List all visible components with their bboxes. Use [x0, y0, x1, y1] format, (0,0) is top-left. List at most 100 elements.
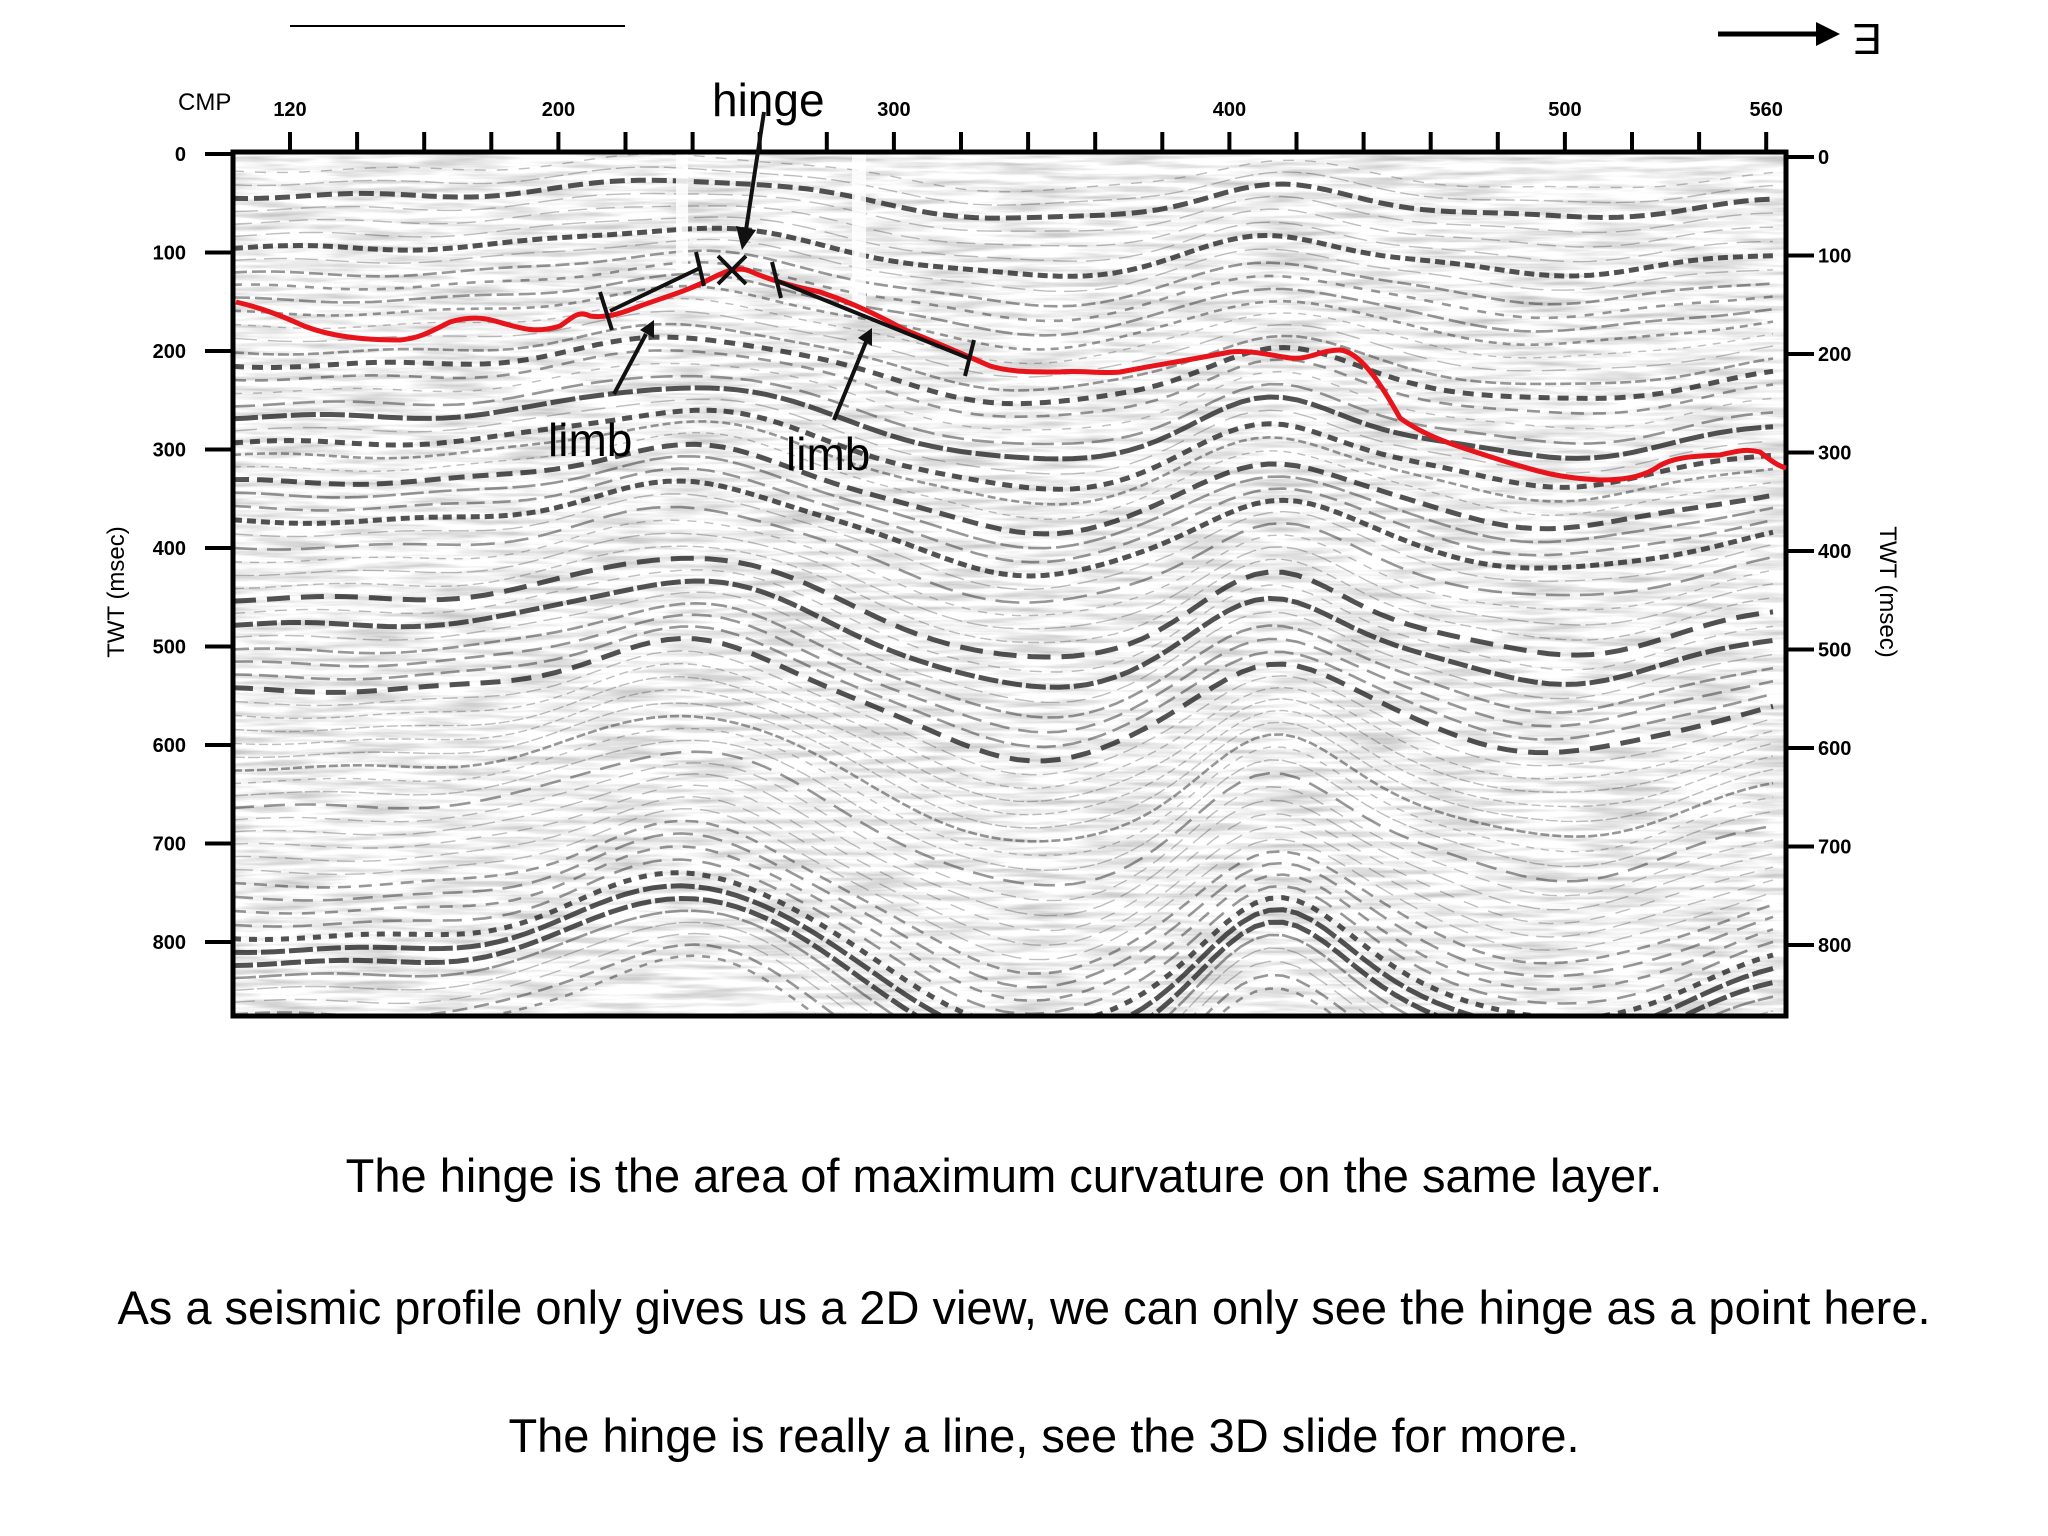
limb-left-arrow-icon — [612, 320, 654, 395]
seismic-reflector — [233, 362, 1774, 431]
twt-left-tick-label: 400 — [153, 538, 186, 560]
twt-right-tick-label: 800 — [1818, 935, 1851, 957]
seismic-reflector — [233, 773, 1774, 917]
seismic-reflector — [233, 932, 1370, 1016]
seismic-reflector — [233, 635, 1774, 764]
seismic-reflector — [233, 727, 1774, 857]
seismic-reflector — [233, 431, 1774, 521]
twt-left-tick-label: 700 — [153, 834, 186, 856]
twt-right-tick-label: 700 — [1818, 837, 1851, 859]
twt-axis-left: 0 100 200 300 400 500 600 700 800 — [153, 144, 233, 954]
seismic-reflector — [233, 819, 1774, 975]
cmp-tick-label: 560 — [1750, 99, 1783, 121]
seismic-reflector — [233, 284, 1774, 351]
caption-2d-view: As a seismic profile only gives us a 2D … — [117, 1281, 1931, 1334]
limb-right-arrow-icon — [832, 328, 872, 421]
seismic-reflector — [233, 334, 1774, 407]
twt-left-tick-label: 200 — [153, 341, 186, 363]
caption-hinge-definition: The hinge is the area of maximum curvatu… — [345, 1149, 1663, 1202]
seismic-reflector — [233, 675, 1774, 803]
twt-right-tick-label: 200 — [1818, 344, 1851, 366]
seismic-reflector — [233, 260, 1774, 323]
cmp-tick-label: 500 — [1548, 99, 1581, 121]
left-axis-label: TWT (msec) — [103, 526, 130, 658]
hinge-label: hinge — [712, 74, 825, 126]
seismic-reflector — [233, 569, 1774, 673]
limb-left-label: limb — [548, 414, 632, 466]
twt-left-tick-label: 0 — [175, 144, 186, 166]
seismic-reflector — [233, 407, 1774, 492]
seismic-reflector — [233, 349, 1774, 419]
seismic-reflector — [233, 166, 1774, 206]
limb-left-segment — [598, 251, 706, 331]
twt-right-tick-label: 400 — [1818, 541, 1851, 563]
seismic-reflector — [233, 505, 1774, 604]
seismic-reflector — [233, 441, 1774, 537]
seismic-reflector — [233, 662, 1774, 790]
seismic-reflector — [233, 420, 1774, 506]
seismic-reflector — [233, 216, 1774, 263]
seismic-reflector — [233, 467, 1774, 564]
limb-right-segment — [770, 261, 976, 377]
seismic-reflector — [233, 613, 1774, 734]
seismic-reflector — [233, 845, 1774, 1003]
seismic-reflector — [233, 739, 1774, 871]
twt-axis-right: 0 100 200 300 400 500 600 700 800 — [1786, 147, 1851, 957]
twt-right-tick-label: 300 — [1818, 443, 1851, 465]
cmp-tick-label: 120 — [273, 99, 306, 121]
seismic-reflector — [233, 883, 1774, 1016]
section-frame — [230, 149, 1789, 1019]
seismic-reflector — [233, 650, 1774, 776]
caption-hinge-line: The hinge is really a line, see the 3D s… — [508, 1409, 1580, 1462]
seismic-reflector — [233, 249, 1774, 308]
twt-right-tick-label: 0 — [1818, 147, 1829, 169]
cmp-tick-label: 300 — [877, 99, 910, 121]
seismic-reflector — [233, 858, 1774, 1016]
seismic-reflector — [233, 192, 1774, 234]
seismic-reflector — [233, 796, 1774, 947]
seismic-reflector — [233, 601, 1774, 719]
twt-left-tick-label: 100 — [153, 243, 186, 265]
twt-left-tick-label: 800 — [153, 932, 186, 954]
seismic-reflector — [233, 454, 1774, 550]
cmp-tick-label: 400 — [1213, 99, 1246, 121]
seismic-reflector — [233, 702, 1774, 829]
seismic-reflector — [233, 762, 1774, 902]
seismic-reflector — [233, 519, 1774, 617]
seismic-reflector — [233, 177, 1774, 221]
seismic-section — [233, 152, 1786, 1016]
twt-right-tick-label: 100 — [1818, 246, 1851, 268]
seismic-reflector — [233, 832, 1774, 989]
seismic-reflector — [233, 625, 1774, 749]
cmp-axis-label: CMP — [178, 89, 231, 116]
seismic-reflector — [233, 921, 1774, 1016]
seismic-reflector — [233, 153, 1774, 193]
direction-arrow-icon — [1718, 22, 1840, 46]
limb-right-label: limb — [786, 428, 870, 480]
seismic-reflector — [233, 578, 1774, 690]
seismic-reflector — [233, 238, 1774, 293]
right-axis-label: TWT (msec) — [1874, 526, 1901, 658]
seismic-reflector — [233, 310, 1774, 378]
seismic-reflector — [233, 545, 1774, 644]
hinge-arrow-icon — [736, 111, 766, 250]
seismic-reflector — [233, 385, 1774, 462]
interpreted-horizon — [235, 266, 1787, 483]
seismic-reflector — [233, 784, 1774, 932]
cmp-tick-label: 200 — [542, 99, 575, 121]
seismic-reflector — [233, 807, 1774, 961]
seismic-reflector — [233, 870, 1774, 1016]
seismic-reflector — [233, 225, 1774, 279]
seismic-reflector — [233, 322, 1774, 392]
direction-label: E — [1853, 14, 1882, 63]
seismic-reflector — [233, 297, 1774, 365]
seismic-reflector — [233, 478, 1774, 579]
seismic-reflector — [233, 555, 1774, 660]
seismic-reflector — [233, 750, 1774, 887]
twt-right-tick-label: 600 — [1818, 738, 1851, 760]
twt-left-tick-label: 600 — [153, 735, 186, 757]
hinge-point-icon — [716, 254, 748, 286]
cmp-axis: 120 200 300 400 500 560 — [273, 99, 1783, 152]
twt-left-tick-label: 500 — [153, 637, 186, 659]
twt-left-tick-label: 300 — [153, 440, 186, 462]
